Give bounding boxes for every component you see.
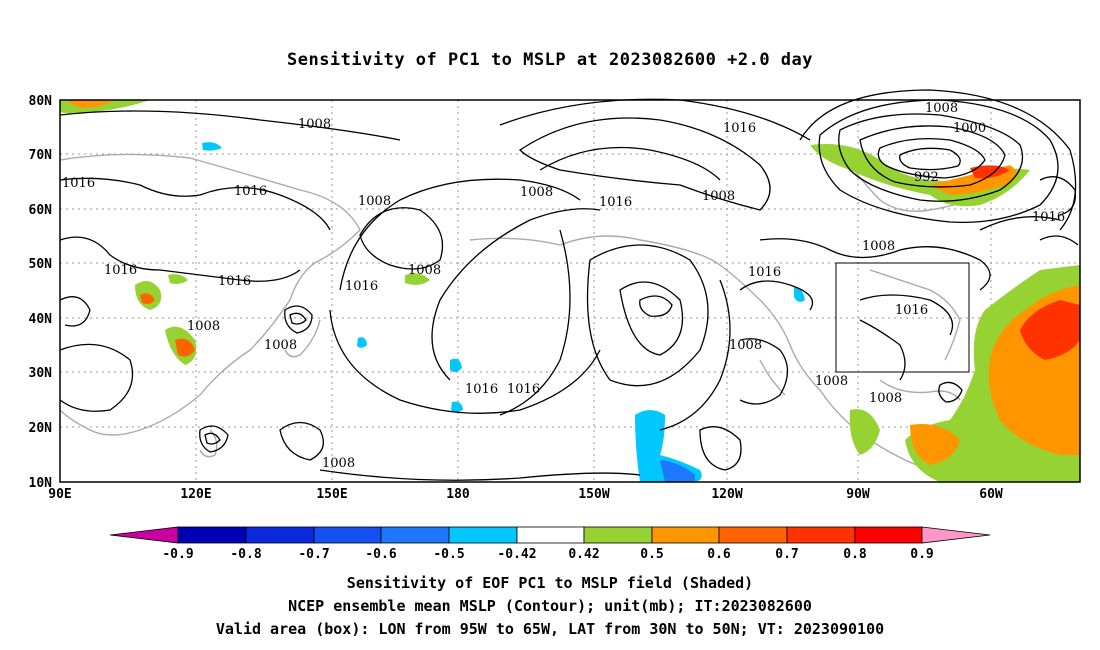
colorbar-tick-label: 0.6	[707, 547, 731, 562]
contour-label: 1016	[62, 176, 95, 191]
lon-label: 180	[446, 487, 470, 502]
colorbar-bin	[313, 526, 382, 544]
shade-region-gulf-orange	[910, 424, 960, 465]
shade-region-blue-2	[451, 401, 463, 412]
colorbar-tick-label: -0.7	[298, 547, 329, 562]
shade-region-pacific-green	[405, 273, 430, 285]
lon-label: 90W	[846, 487, 870, 502]
colorbar-bin	[786, 526, 856, 544]
shade-region-arctic-red	[970, 165, 1010, 179]
shade-region-pacific-green-2	[168, 274, 188, 284]
contour-label: 1008	[322, 456, 355, 471]
gridlines	[60, 100, 1080, 482]
colorbar-tick-label: -0.9	[162, 547, 193, 562]
contour-label: 1016	[895, 303, 928, 318]
valid-area-box	[835, 262, 970, 373]
map-frame	[59, 99, 1081, 483]
contour-label: 1016	[507, 382, 540, 397]
contour-label: 1000	[953, 121, 986, 136]
colorbar-bin	[651, 526, 720, 544]
shade-region-blue-pacific	[635, 410, 702, 482]
colorbar-bin	[718, 526, 788, 544]
lon-label: 150E	[316, 487, 347, 502]
contour-label: 1008	[358, 194, 391, 209]
shade-region-blue-3	[357, 337, 367, 348]
colorbar-tick-label: -0.42	[497, 547, 536, 562]
lat-label: 70N	[29, 148, 53, 163]
latitude-labels: 80N 70N 60N 50N 40N 30N 20N 10N	[29, 94, 53, 491]
contour-label: 1008	[815, 374, 848, 389]
lat-label: 80N	[29, 94, 53, 109]
colorbar-end-left	[109, 526, 179, 544]
caption-line-2: NCEP ensemble mean MSLP (Contour); unit(…	[288, 597, 812, 615]
contour-label: 1008	[869, 391, 902, 406]
contour-label: 1008	[520, 185, 553, 200]
caption-line-3: Valid area (box): LON from 95W to 65W, L…	[215, 620, 885, 638]
contour-label: 1008	[702, 189, 735, 204]
colorbar-tick-label: 0.5	[640, 547, 663, 562]
lat-label: 30N	[29, 366, 53, 381]
lon-label: 60W	[979, 487, 1003, 502]
contour-labels: 1008 1008 1008 1008 1000 992 1016 1016 1…	[62, 101, 1065, 471]
lat-label: 20N	[29, 421, 53, 436]
contour-label: 992	[914, 170, 939, 185]
contour-label: 1008	[729, 338, 762, 353]
map-title: Sensitivity of PC1 to MSLP at 2023082600…	[286, 50, 813, 70]
colorbar-end-right	[921, 526, 991, 544]
mslp-contours	[59, 89, 1079, 481]
lat-label: 10N	[29, 476, 53, 491]
sensitivity-shading	[60, 100, 1080, 482]
colorbar-bin	[583, 526, 653, 544]
colorbar: -0.9 -0.8 -0.7 -0.6 -0.5 -0.42 0.42 0.5 …	[109, 526, 991, 562]
contour-label: 1008	[264, 338, 297, 353]
contour-label: 1008	[187, 319, 220, 334]
colorbar-tick-label: 0.9	[910, 547, 933, 562]
contour-label: 1016	[1032, 210, 1065, 225]
colorbar-tick-label: 0.7	[775, 547, 798, 562]
contour-label: 1008	[862, 239, 895, 254]
contour-label: 1016	[345, 279, 378, 294]
lon-label: 120W	[711, 487, 742, 502]
lat-label: 40N	[29, 312, 53, 327]
shade-region-blue-1	[450, 358, 462, 373]
contour-label: 1008	[408, 263, 441, 278]
shade-region-japan-orange	[175, 338, 195, 357]
caption-line-1: Sensitivity of EOF PC1 to MSLP field (Sh…	[346, 574, 754, 592]
contour-label: 1016	[465, 382, 498, 397]
colorbar-bin	[516, 526, 585, 544]
colorbar-tick-label: -0.6	[365, 547, 396, 562]
contour-label: 1016	[599, 195, 632, 210]
colorbar-tick-label: -0.8	[230, 547, 261, 562]
colorbar-bin	[177, 526, 247, 544]
contour-label: 1016	[748, 265, 781, 280]
lon-label: 150W	[578, 487, 609, 502]
colorbar-bin	[854, 526, 923, 544]
colorbar-tick-label: 0.42	[568, 547, 599, 562]
contour-label: 1016	[234, 184, 267, 199]
colorbar-bin	[245, 526, 315, 544]
colorbar-tick-label: -0.5	[433, 547, 464, 562]
contour-label: 1016	[104, 263, 137, 278]
colorbar-bin	[448, 526, 518, 544]
contour-label: 1016	[218, 274, 251, 289]
colorbar-bin	[380, 526, 450, 544]
lat-label: 60N	[29, 203, 53, 218]
shade-region-blue-pacific-dark	[660, 460, 695, 482]
shade-region-blue-5	[794, 286, 805, 302]
shade-region-topleft-orange	[65, 100, 115, 108]
shade-region-atlantic-red	[1020, 300, 1080, 360]
contour-label: 1008	[298, 117, 331, 132]
contour-label: 1008	[925, 101, 958, 116]
colorbar-tick-label: 0.8	[843, 547, 867, 562]
lat-label: 50N	[29, 257, 53, 272]
shade-region-blue-4	[202, 142, 222, 151]
lon-label: 120E	[180, 487, 211, 502]
shade-region-gulf	[849, 409, 880, 455]
shade-region-china-orange	[140, 293, 155, 304]
contour-label: 1016	[723, 121, 756, 136]
lon-label: 90E	[48, 487, 71, 502]
longitude-labels: 90E 120E 150E 180 150W 120W 90W 60W	[48, 487, 1003, 502]
